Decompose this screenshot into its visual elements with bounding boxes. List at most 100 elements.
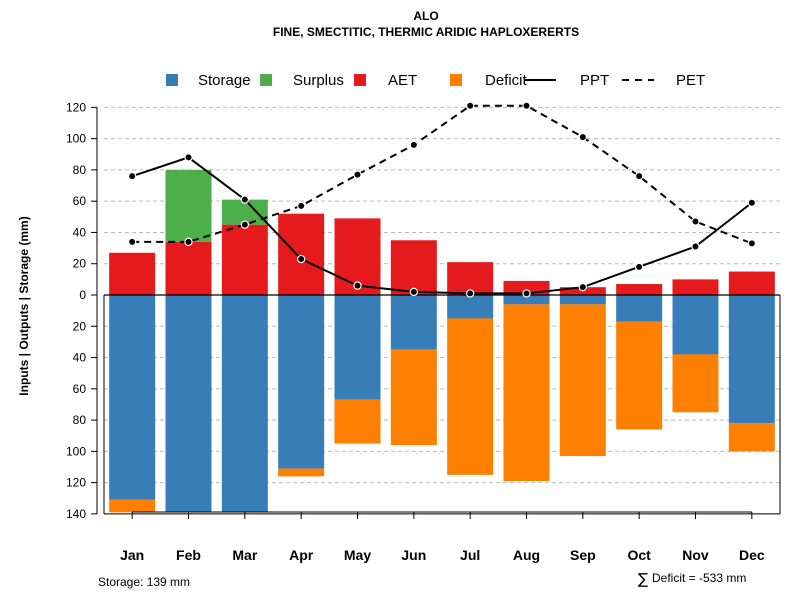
aet-bar: [672, 279, 719, 295]
aet-bar: [165, 241, 212, 295]
y-axis-label: Inputs | Outputs | Storage (mm): [17, 216, 31, 395]
x-tick-label: Jan: [120, 547, 144, 563]
deficit-note: Deficit = -533 mm: [652, 571, 746, 585]
deficit-bar: [390, 349, 437, 446]
x-tick-label: Mar: [232, 547, 257, 563]
x-tick-label: Nov: [682, 547, 709, 563]
ppt-line: [131, 156, 753, 295]
y-tick-label: 20: [73, 319, 87, 333]
deficit-bar: [672, 354, 719, 413]
deficit-bar: [109, 499, 156, 513]
surplus-bar: [165, 169, 212, 242]
x-tick-label: Oct: [627, 547, 651, 563]
legend-label: Deficit: [485, 72, 528, 89]
x-tick-label: Feb: [176, 547, 201, 563]
legend-label: Storage: [198, 72, 251, 89]
pet-point: [522, 101, 531, 111]
storage-bar: [503, 295, 550, 305]
ppt-point: [409, 287, 419, 297]
ppt-point: [522, 289, 531, 298]
aet-bar: [109, 252, 156, 295]
y-tick-label: 60: [73, 382, 87, 396]
legend: Storage Surplus AET Deficit PPT PET: [166, 72, 705, 89]
aet-bar: [278, 213, 325, 295]
pet-line: [132, 104, 753, 245]
storage-bar: [616, 295, 663, 322]
storage-bar: [165, 295, 212, 513]
ppt-point: [296, 254, 306, 264]
ppt-point: [578, 282, 588, 292]
pet-point: [465, 101, 475, 111]
deficit-bar: [616, 321, 663, 430]
deficit-bar: [278, 468, 325, 477]
storage-bar: [728, 295, 775, 424]
y-tick-label: 120: [66, 476, 86, 490]
pet-point: [634, 171, 644, 181]
series-lines: [127, 101, 757, 298]
legend-swatch: [450, 74, 462, 86]
storage-bar: [559, 295, 606, 305]
deficit-bar: [728, 423, 775, 452]
legend-label: PPT: [580, 72, 609, 89]
x-tick-label: Aug: [513, 547, 540, 563]
ppt-point: [240, 195, 250, 204]
pet-point: [353, 170, 362, 179]
y-tick-label: 80: [73, 413, 87, 427]
aet-bar: [728, 271, 775, 295]
legend-label: Surplus: [293, 72, 344, 89]
y-tick-label: 40: [73, 225, 87, 239]
legend-swatch: [260, 74, 272, 86]
storage-note: Storage: 139 mm: [98, 575, 190, 589]
axes: 120 100 80 60 40 20 0 20 40 60 80 100 120 140 Jan Feb Ma…: [66, 100, 781, 563]
y-tick-label: 20: [73, 257, 87, 271]
x-tick-label: May: [344, 547, 371, 563]
deficit-bar: [334, 399, 381, 444]
deficit-bar: [447, 318, 494, 475]
pet-point: [296, 201, 306, 211]
aet-bar: [221, 224, 268, 295]
bars: [109, 169, 775, 513]
pet-point: [578, 132, 588, 142]
sum-symbol: ∑: [638, 570, 648, 588]
y-tick-label: 100: [66, 444, 86, 458]
ppt-point: [747, 198, 757, 207]
ppt-point: [127, 171, 137, 181]
y-tick-label: 100: [66, 132, 86, 146]
chart-subtitle: FINE, SMECTITIC, THERMIC ARIDIC HAPLOXER…: [273, 25, 579, 39]
storage-bar: [334, 295, 381, 400]
y-tick-label: 40: [73, 351, 87, 365]
pet-point: [184, 237, 193, 247]
aet-bar: [390, 240, 437, 295]
storage-bar: [672, 295, 719, 355]
storage-bar: [390, 295, 437, 350]
pet-point: [240, 220, 250, 229]
y-tick-label: 140: [66, 507, 86, 521]
pet-point: [127, 237, 137, 247]
x-tick-label: Apr: [289, 547, 314, 563]
storage-bar: [278, 295, 325, 469]
ppt-point: [634, 262, 644, 272]
y-tick-label: 0: [79, 288, 86, 302]
ppt-point: [465, 289, 475, 298]
pet-point: [747, 239, 757, 248]
x-tick-label: Dec: [739, 547, 765, 563]
y-tick-label: 80: [73, 163, 87, 177]
storage-bar: [221, 295, 268, 513]
y-tick-label: 60: [73, 194, 87, 208]
ppt-point: [353, 281, 362, 290]
storage-bar: [447, 295, 494, 319]
x-tick-label: Jul: [460, 547, 480, 563]
deficit-bar: [503, 304, 550, 482]
x-tick-label: Sep: [570, 547, 596, 563]
chart-title: ALO: [413, 9, 438, 23]
pet-point: [409, 140, 419, 150]
gridlines: [104, 106, 780, 515]
pet-point: [691, 217, 700, 226]
deficit-bar: [559, 304, 606, 457]
y-tick-label: 120: [66, 100, 86, 114]
legend-swatch: [166, 74, 178, 86]
legend-label: AET: [388, 72, 417, 89]
legend-swatch: [354, 74, 366, 86]
ppt-point: [184, 153, 193, 162]
